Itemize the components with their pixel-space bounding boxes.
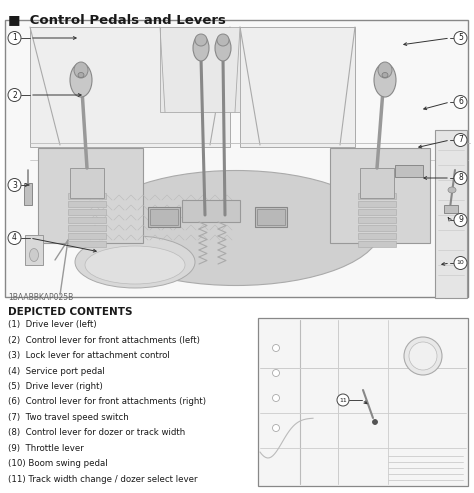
Text: (6)  Control lever for front attachments (right): (6) Control lever for front attachments …: [8, 397, 206, 407]
Ellipse shape: [29, 248, 38, 261]
Text: 11: 11: [339, 397, 347, 402]
Circle shape: [454, 256, 467, 270]
Circle shape: [8, 232, 21, 245]
Ellipse shape: [448, 187, 456, 193]
Bar: [255, 207, 287, 227]
Circle shape: [337, 394, 349, 406]
Ellipse shape: [195, 34, 207, 46]
Bar: [68, 233, 106, 239]
Bar: [258, 318, 468, 486]
Bar: [358, 233, 396, 239]
Text: 10: 10: [456, 260, 465, 266]
Text: 8: 8: [458, 174, 463, 182]
Text: (5)  Drive lever (right): (5) Drive lever (right): [8, 382, 103, 391]
Bar: [444, 205, 458, 213]
Bar: [30, 27, 230, 147]
Text: 6: 6: [458, 98, 463, 106]
Text: 1BAABBKAP003A: 1BAABBKAP003A: [262, 472, 328, 481]
Bar: [358, 241, 396, 247]
Bar: [257, 209, 285, 225]
Bar: [358, 209, 396, 215]
Text: 1BAABBKAP025B: 1BAABBKAP025B: [8, 293, 73, 302]
Text: (10) Boom swing pedal: (10) Boom swing pedal: [8, 459, 108, 468]
Ellipse shape: [85, 246, 185, 284]
Bar: [358, 225, 396, 231]
Text: (11) Track width change / dozer select lever: (11) Track width change / dozer select l…: [8, 475, 198, 484]
Ellipse shape: [273, 424, 280, 431]
Text: 1: 1: [12, 34, 17, 42]
Text: (9)  Throttle lever: (9) Throttle lever: [8, 444, 84, 453]
Ellipse shape: [409, 342, 437, 370]
Bar: [24, 183, 32, 205]
Bar: [150, 209, 178, 225]
Circle shape: [454, 134, 467, 146]
Text: 7: 7: [458, 136, 463, 144]
Bar: [330, 148, 430, 243]
Bar: [160, 27, 240, 112]
Ellipse shape: [273, 369, 280, 377]
Ellipse shape: [70, 63, 92, 97]
Circle shape: [454, 32, 467, 44]
Ellipse shape: [193, 35, 209, 61]
Circle shape: [8, 178, 21, 191]
Bar: [25, 235, 43, 265]
Text: (8)  Control lever for dozer or track width: (8) Control lever for dozer or track wid…: [8, 428, 185, 437]
Text: (1)  Drive lever (left): (1) Drive lever (left): [8, 320, 97, 329]
Text: (4)  Service port pedal: (4) Service port pedal: [8, 366, 105, 376]
Text: 5: 5: [458, 34, 463, 42]
Text: DEPICTED CONTENTS: DEPICTED CONTENTS: [8, 307, 133, 317]
Bar: [358, 201, 396, 207]
Ellipse shape: [373, 420, 377, 424]
Bar: [68, 241, 106, 247]
Bar: [5, 20, 468, 297]
Ellipse shape: [74, 62, 88, 78]
Bar: [38, 148, 143, 243]
Circle shape: [454, 213, 467, 226]
Bar: [148, 207, 180, 227]
Bar: [68, 225, 106, 231]
Bar: [395, 165, 423, 177]
Circle shape: [8, 89, 21, 102]
Bar: [358, 217, 396, 223]
Circle shape: [454, 172, 467, 184]
Bar: [240, 27, 355, 147]
Circle shape: [454, 96, 467, 108]
Text: (2)  Control lever for front attachments (left): (2) Control lever for front attachments …: [8, 336, 200, 345]
Ellipse shape: [215, 35, 231, 61]
Bar: [435, 130, 467, 298]
Ellipse shape: [75, 236, 195, 288]
Bar: [68, 209, 106, 215]
Text: (7)  Two travel speed switch: (7) Two travel speed switch: [8, 413, 129, 422]
Bar: [182, 200, 240, 222]
Text: 9: 9: [458, 215, 463, 224]
Text: 4: 4: [12, 234, 17, 243]
Text: ■  Control Pedals and Levers: ■ Control Pedals and Levers: [8, 13, 226, 26]
Ellipse shape: [217, 34, 229, 46]
Bar: [68, 201, 106, 207]
Text: 3: 3: [12, 180, 17, 189]
Bar: [70, 168, 104, 198]
Ellipse shape: [374, 63, 396, 97]
Bar: [360, 168, 394, 198]
Ellipse shape: [382, 72, 388, 77]
Ellipse shape: [273, 394, 280, 401]
Ellipse shape: [78, 72, 84, 77]
Text: 2: 2: [12, 91, 17, 100]
Bar: [68, 217, 106, 223]
Ellipse shape: [378, 62, 392, 78]
Text: (3)  Lock lever for attachment control: (3) Lock lever for attachment control: [8, 351, 170, 360]
Bar: [358, 193, 396, 199]
Ellipse shape: [273, 345, 280, 352]
Ellipse shape: [404, 337, 442, 375]
Circle shape: [8, 32, 21, 44]
Bar: [68, 193, 106, 199]
Ellipse shape: [91, 171, 381, 285]
